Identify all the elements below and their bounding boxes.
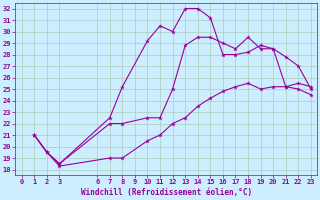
X-axis label: Windchill (Refroidissement éolien,°C): Windchill (Refroidissement éolien,°C) [81,188,252,197]
